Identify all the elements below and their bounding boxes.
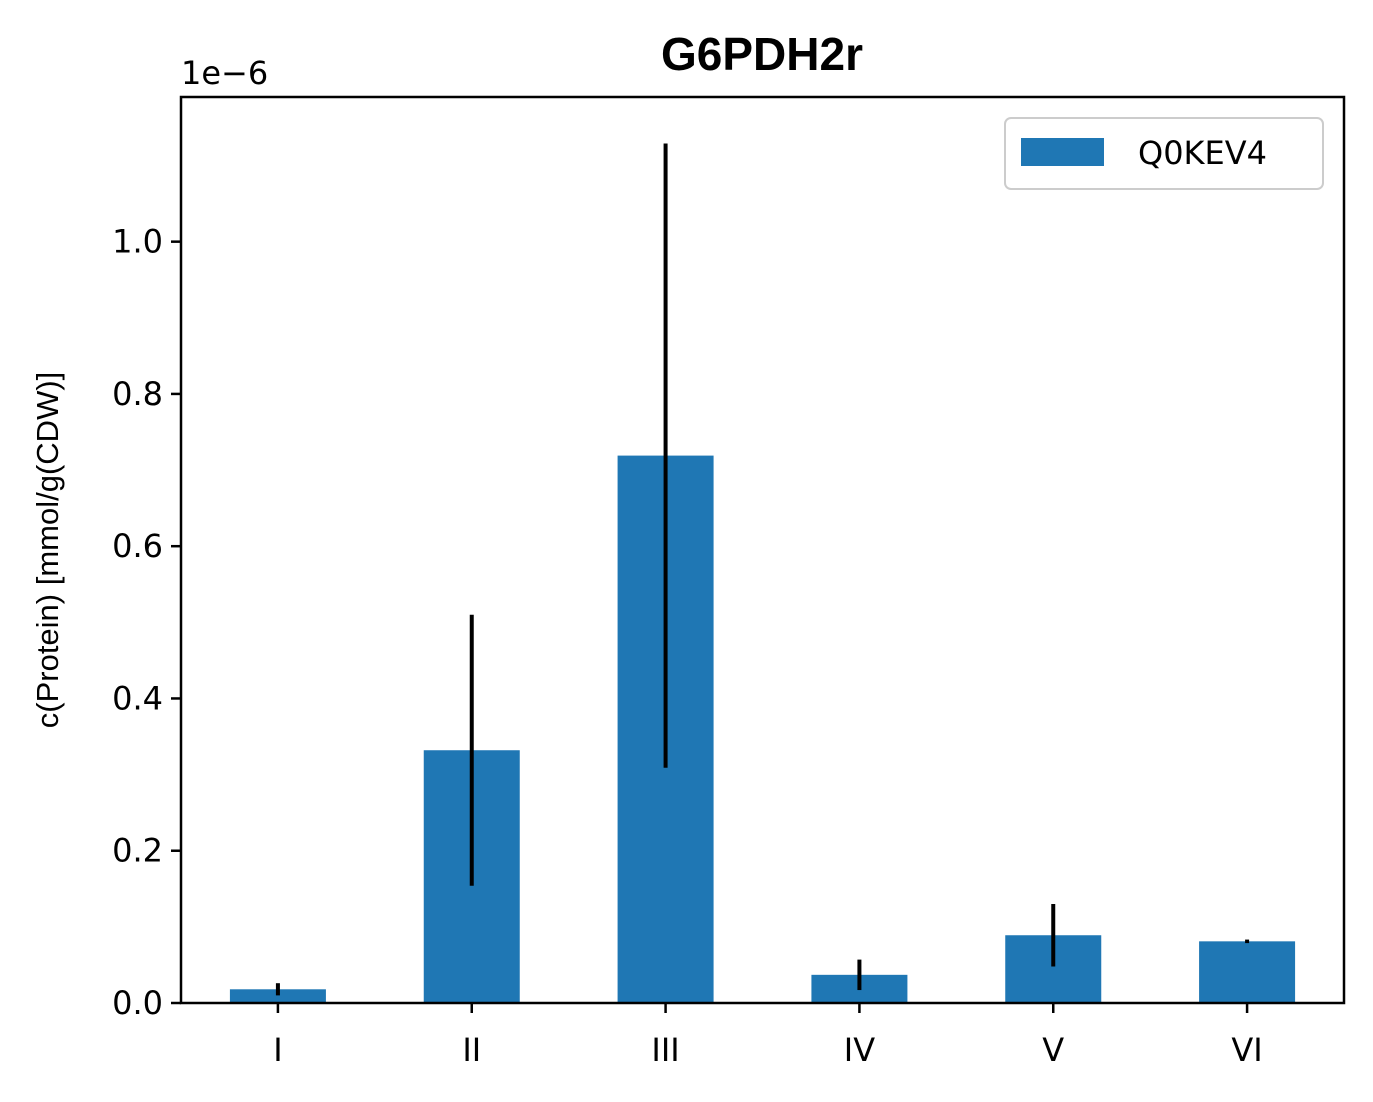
bar-I (229, 989, 326, 1003)
y-tick-label: 0.4 (112, 679, 163, 717)
y-tick-label: 0.2 (112, 832, 163, 870)
legend-frame (1004, 117, 1324, 190)
x-tick-label: V (1042, 1031, 1064, 1069)
x-tick-label: I (273, 1031, 282, 1069)
y-tick-label: 0.8 (112, 375, 163, 413)
legend: Q0KEV4 (1004, 117, 1324, 190)
y-tick-label: 0.6 (112, 527, 163, 565)
y-axis-label: c(Protein) [mmol/g(CDW)] (30, 372, 65, 729)
chart-title: G6PDH2r (661, 28, 863, 80)
y-axis: 0.0 0.2 0.4 0.6 0.8 1.0 (112, 223, 181, 1022)
x-axis: I II III IV V VI (273, 1003, 1263, 1069)
legend-swatch (1021, 138, 1104, 166)
y-axis-offset-label: 1e−6 (181, 54, 268, 92)
bar-VI (1199, 941, 1296, 1003)
plot-area (229, 143, 1296, 1004)
legend-label: Q0KEV4 (1138, 134, 1267, 172)
x-tick-label: VI (1231, 1031, 1262, 1069)
x-tick-label: IV (844, 1031, 875, 1069)
axes-frame (179, 95, 1346, 1005)
x-tick-label: III (651, 1031, 679, 1069)
x-tick-label: II (462, 1031, 481, 1069)
y-tick-label: 1.0 (112, 223, 163, 261)
y-tick-label: 0.0 (112, 984, 163, 1022)
